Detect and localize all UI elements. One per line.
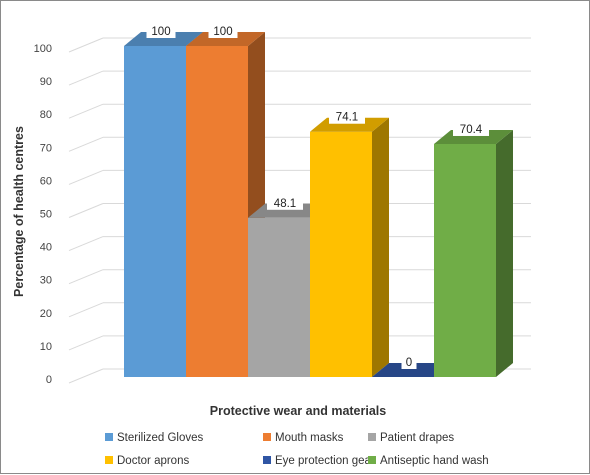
legend-swatch — [368, 456, 376, 464]
gridline-diagonal — [68, 136, 104, 152]
bar — [372, 363, 451, 377]
data-label: 70.4 — [460, 124, 483, 136]
bar-top-face — [124, 32, 203, 46]
legend-item: Sterilized Gloves — [105, 432, 204, 444]
gridline-diagonal — [68, 335, 104, 351]
y-tick-label: 50 — [40, 209, 52, 221]
legend-item: Antiseptic hand wash — [368, 455, 489, 467]
legend-swatch — [105, 433, 113, 441]
gridline-diagonal — [68, 302, 104, 318]
data-label: 48.1 — [274, 198, 296, 210]
data-label-box — [267, 194, 303, 210]
data-label-box — [329, 108, 365, 124]
gridline-diagonal — [68, 70, 104, 86]
legend-swatch — [263, 433, 271, 441]
bar-front-face — [124, 46, 186, 377]
y-tick-label: 70 — [40, 142, 52, 154]
y-tick-label: 40 — [40, 242, 52, 254]
bar-side-face — [496, 129, 513, 377]
bar — [248, 203, 327, 377]
legend-label: Antiseptic hand wash — [380, 455, 489, 467]
y-axis-ticks: 0 10 20 30 40 50 60 70 80 90 100 — [34, 43, 52, 386]
data-label-box — [208, 23, 238, 38]
bar — [434, 129, 513, 377]
bar-front-face — [434, 143, 496, 377]
y-tick-label: 20 — [40, 308, 52, 320]
gridline-diagonal — [68, 269, 104, 285]
gridline-diagonal — [68, 37, 104, 53]
data-label: 100 — [213, 26, 232, 38]
bar — [310, 117, 389, 377]
y-tick-label: 10 — [40, 341, 52, 353]
legend-label: Patient drapes — [380, 432, 454, 444]
data-label: 0 — [406, 357, 412, 369]
legend-label: Doctor aprons — [117, 455, 189, 467]
y-tick-label: 60 — [40, 175, 52, 187]
legend: Sterilized Gloves Mouth masks Patient drap… — [105, 432, 489, 467]
data-label: 74.1 — [336, 112, 358, 124]
y-tick-label: 0 — [46, 374, 52, 386]
gridline-diagonal — [68, 103, 104, 119]
legend-item: Doctor aprons — [105, 455, 189, 467]
legend-swatch — [263, 456, 271, 464]
gridline-diagonal — [68, 203, 104, 218]
bar-top-face — [372, 363, 451, 377]
legend-item: Patient drapes — [368, 432, 454, 444]
data-labels: 100 100 48.1 74.1 0 70.4 — [146, 23, 489, 369]
legend-label: Mouth masks — [275, 432, 344, 444]
data-label-box — [401, 354, 417, 369]
legend-label: Sterilized Gloves — [117, 432, 204, 444]
y-axis-title: Percentage of health centres — [12, 126, 26, 297]
bar-side-face — [372, 117, 389, 377]
legend-swatch — [105, 456, 113, 464]
bar-front-face — [186, 46, 248, 377]
legend-item: Eye protection gear — [263, 455, 375, 467]
legend-swatch — [368, 433, 376, 441]
legend-label: Eye protection gear — [275, 455, 375, 467]
legend-item: Mouth masks — [263, 432, 344, 444]
y-tick-label: 100 — [34, 43, 52, 55]
bar-front-face — [248, 217, 310, 377]
bar-front-face — [310, 131, 372, 377]
y-tick-label: 90 — [40, 76, 52, 88]
data-label-box — [146, 23, 176, 38]
data-label-box — [453, 120, 489, 136]
gridline-diagonal — [68, 236, 104, 252]
x-axis-title: Protective wear and materials — [210, 404, 387, 418]
gridline-diagonal — [68, 169, 104, 185]
data-label: 100 — [151, 26, 170, 38]
bars — [124, 32, 513, 377]
bar-top-face — [186, 32, 265, 46]
y-tick-label: 80 — [40, 109, 52, 121]
gridline-diagonal — [68, 368, 104, 384]
y-tick-label: 30 — [40, 275, 52, 287]
